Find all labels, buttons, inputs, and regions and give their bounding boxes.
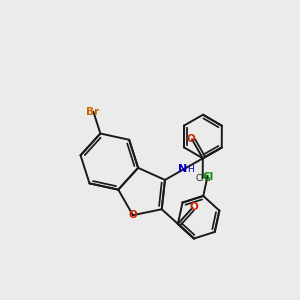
Text: N: N: [178, 164, 188, 174]
Text: H: H: [188, 165, 194, 174]
Text: CH₃: CH₃: [196, 174, 212, 183]
Text: O: O: [128, 210, 137, 220]
Text: Cl: Cl: [202, 172, 213, 182]
Text: O: O: [187, 134, 195, 144]
Text: Br: Br: [86, 107, 99, 117]
Text: O: O: [189, 202, 198, 212]
